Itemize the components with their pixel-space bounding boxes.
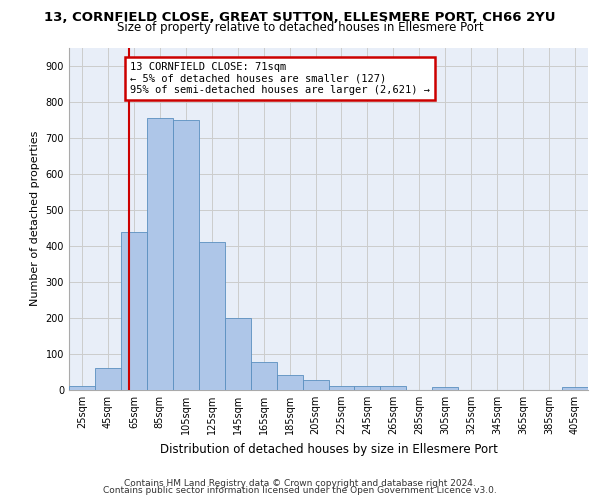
Bar <box>225 318 251 390</box>
Bar <box>277 375 302 390</box>
Bar <box>302 380 329 390</box>
Bar <box>251 362 277 390</box>
Bar <box>173 120 199 390</box>
Text: 13, CORNFIELD CLOSE, GREAT SUTTON, ELLESMERE PORT, CH66 2YU: 13, CORNFIELD CLOSE, GREAT SUTTON, ELLES… <box>44 11 556 24</box>
Bar <box>147 118 173 390</box>
X-axis label: Distribution of detached houses by size in Ellesmere Port: Distribution of detached houses by size … <box>160 442 497 456</box>
Bar <box>562 387 588 390</box>
Bar <box>380 386 406 390</box>
Y-axis label: Number of detached properties: Number of detached properties <box>30 131 40 306</box>
Text: Contains public sector information licensed under the Open Government Licence v3: Contains public sector information licen… <box>103 486 497 495</box>
Bar <box>69 386 95 390</box>
Bar <box>329 386 355 390</box>
Bar <box>432 387 458 390</box>
Bar <box>95 368 121 390</box>
Bar <box>199 242 224 390</box>
Text: Contains HM Land Registry data © Crown copyright and database right 2024.: Contains HM Land Registry data © Crown c… <box>124 478 476 488</box>
Bar <box>355 386 380 390</box>
Bar <box>121 232 147 390</box>
Text: Size of property relative to detached houses in Ellesmere Port: Size of property relative to detached ho… <box>116 21 484 34</box>
Text: 13 CORNFIELD CLOSE: 71sqm
← 5% of detached houses are smaller (127)
95% of semi-: 13 CORNFIELD CLOSE: 71sqm ← 5% of detach… <box>130 62 430 95</box>
